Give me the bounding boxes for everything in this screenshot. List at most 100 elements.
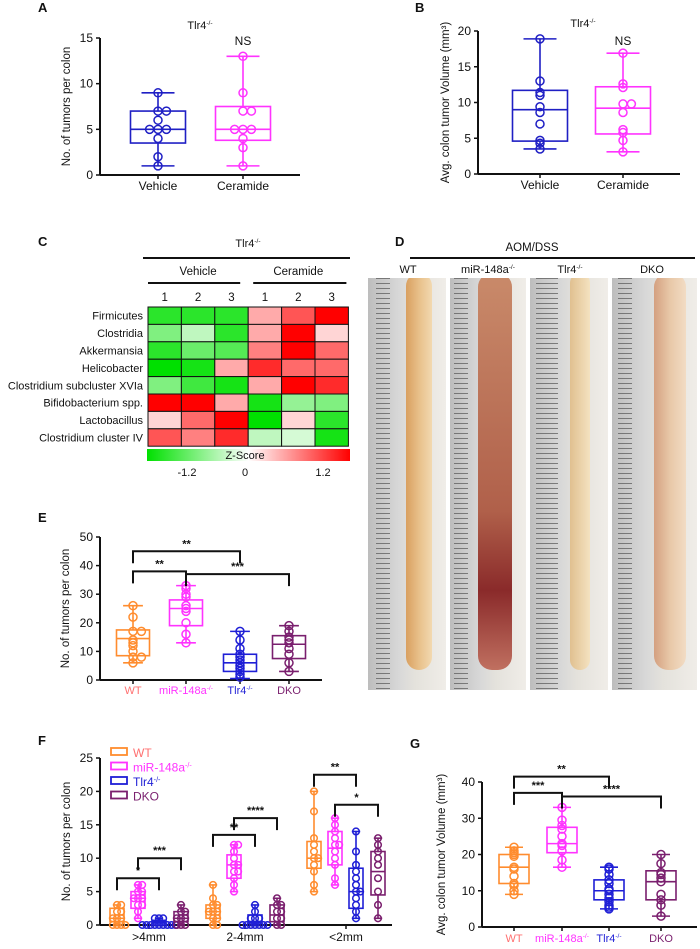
panel-g-box-3 (645, 849, 677, 921)
data-point (234, 867, 243, 876)
panel-f-y-tick-label: 5 (86, 885, 93, 899)
panel-f-box-1-1 (226, 840, 243, 896)
panel-e-x-tick-label: Tlr4-/- (227, 685, 252, 697)
panel-a-title: Tlr4-/- (187, 20, 212, 32)
panel-b-y-tick-label: 10 (458, 96, 472, 110)
data-point (128, 658, 138, 668)
data-point (535, 138, 545, 149)
data-point (351, 914, 361, 923)
panel-c-colorbar-tick: 1.2 (315, 467, 330, 479)
panel-e-x-tick-label: miR-148a-/- (159, 685, 213, 697)
panel-g-x-tick-label: DKO (649, 933, 673, 945)
data-point (136, 626, 147, 637)
data-point (238, 88, 248, 98)
data-point (154, 920, 164, 930)
data-point (128, 640, 138, 651)
panel-f-y-tick-label: 10 (80, 851, 94, 865)
data-point (238, 161, 248, 171)
panel-d-title: AOM/DSS (505, 242, 558, 254)
data-point (618, 124, 628, 135)
heatmap-cell (214, 393, 249, 412)
data-point (167, 920, 176, 930)
data-point (263, 920, 272, 930)
heatmap-cell (180, 306, 216, 325)
box-iqr (214, 105, 272, 142)
heatmap-cell (180, 341, 216, 360)
panel-g-x-tick-label-superscript: -/- (615, 933, 621, 940)
panel-g-significance-bracket (561, 795, 662, 809)
legend-entry-wt: WT (133, 746, 152, 760)
data-point (159, 920, 168, 930)
panel-a-y-tick-label: 0 (86, 168, 93, 182)
heatmap-cell (180, 393, 216, 412)
panel-d-column-label-text: miR-148a (461, 264, 510, 276)
panel-a-title-superscript: -/- (206, 20, 212, 27)
panel-f-box-0-3 (172, 900, 190, 930)
panel-e-significance-label: ** (155, 558, 164, 570)
panel-f-x-tick-label: <2mm (329, 930, 363, 944)
data-point (309, 807, 319, 816)
data-point (238, 142, 248, 153)
heatmap-cell (314, 323, 349, 343)
panel-f-box-0-1 (129, 880, 147, 923)
data-point (535, 102, 545, 112)
panel-f-significance-bracket (116, 877, 160, 891)
data-point (330, 880, 340, 889)
heatmap-cell (247, 323, 283, 343)
panel-c-colorbar-label: Z-Score (225, 450, 264, 462)
panel-c-group-label: Ceramide (273, 266, 323, 278)
panel-e-y-tick-label: 30 (80, 587, 94, 601)
data-point (284, 632, 294, 642)
data-point (235, 672, 245, 682)
panel-b-box-0 (511, 34, 569, 154)
box-iqr (594, 85, 652, 135)
panel-e-box-3 (271, 620, 307, 677)
data-point (153, 151, 163, 162)
panel-d-column-label-text: Tlr4 (557, 264, 576, 276)
heatmap-cell (247, 410, 283, 430)
panel-d-column-label-superscript: -/- (509, 264, 515, 271)
panel-g-x-tick-label-text: DKO (649, 933, 673, 945)
heatmap-cell (247, 393, 283, 412)
panel-b-x-tick-label: Vehicle (521, 178, 560, 192)
panel-f-y-axis-label: No. of tumors per colon (61, 782, 73, 902)
panel-a-box-0 (129, 88, 187, 171)
box-iqr (511, 89, 569, 142)
heatmap-cell (214, 428, 249, 447)
heatmap-cell (281, 306, 316, 325)
data-point (557, 840, 567, 851)
data-point (509, 889, 519, 900)
data-point (176, 920, 186, 930)
heatmap-cell (214, 341, 249, 360)
panel-f-significance-bracket (212, 833, 256, 847)
panel-e-y-tick-label: 50 (80, 530, 94, 544)
panel-d-column-label: WT (399, 264, 416, 276)
box-iqr (546, 826, 578, 854)
data-point (604, 869, 614, 880)
box-iqr (173, 910, 189, 923)
data-point (356, 887, 365, 896)
panel-a-ns-label: NS (235, 34, 252, 48)
heatmap-cell (147, 376, 182, 395)
data-point (153, 115, 163, 125)
panel-f-significance-label: *** (153, 845, 167, 857)
data-point (246, 106, 257, 116)
data-point (604, 875, 614, 885)
data-point (656, 873, 666, 883)
data-point (618, 147, 628, 157)
data-point (656, 876, 666, 887)
data-point (172, 920, 181, 930)
legend-swatch-wt (110, 747, 128, 756)
heatmap-cell (180, 376, 216, 395)
panel-g-x-tick-label: WT (505, 933, 522, 945)
data-point (238, 51, 248, 62)
heatmap-cell (247, 341, 283, 360)
panel-label-a: A (38, 0, 48, 15)
panel-g-box-2 (593, 862, 625, 914)
panel-b-box-1 (594, 48, 652, 157)
panel-c-column-label: 2 (295, 292, 301, 304)
data-point (656, 911, 666, 921)
heatmap-cell (281, 341, 316, 360)
data-point (373, 900, 383, 910)
panel-a-box-1 (214, 51, 272, 171)
